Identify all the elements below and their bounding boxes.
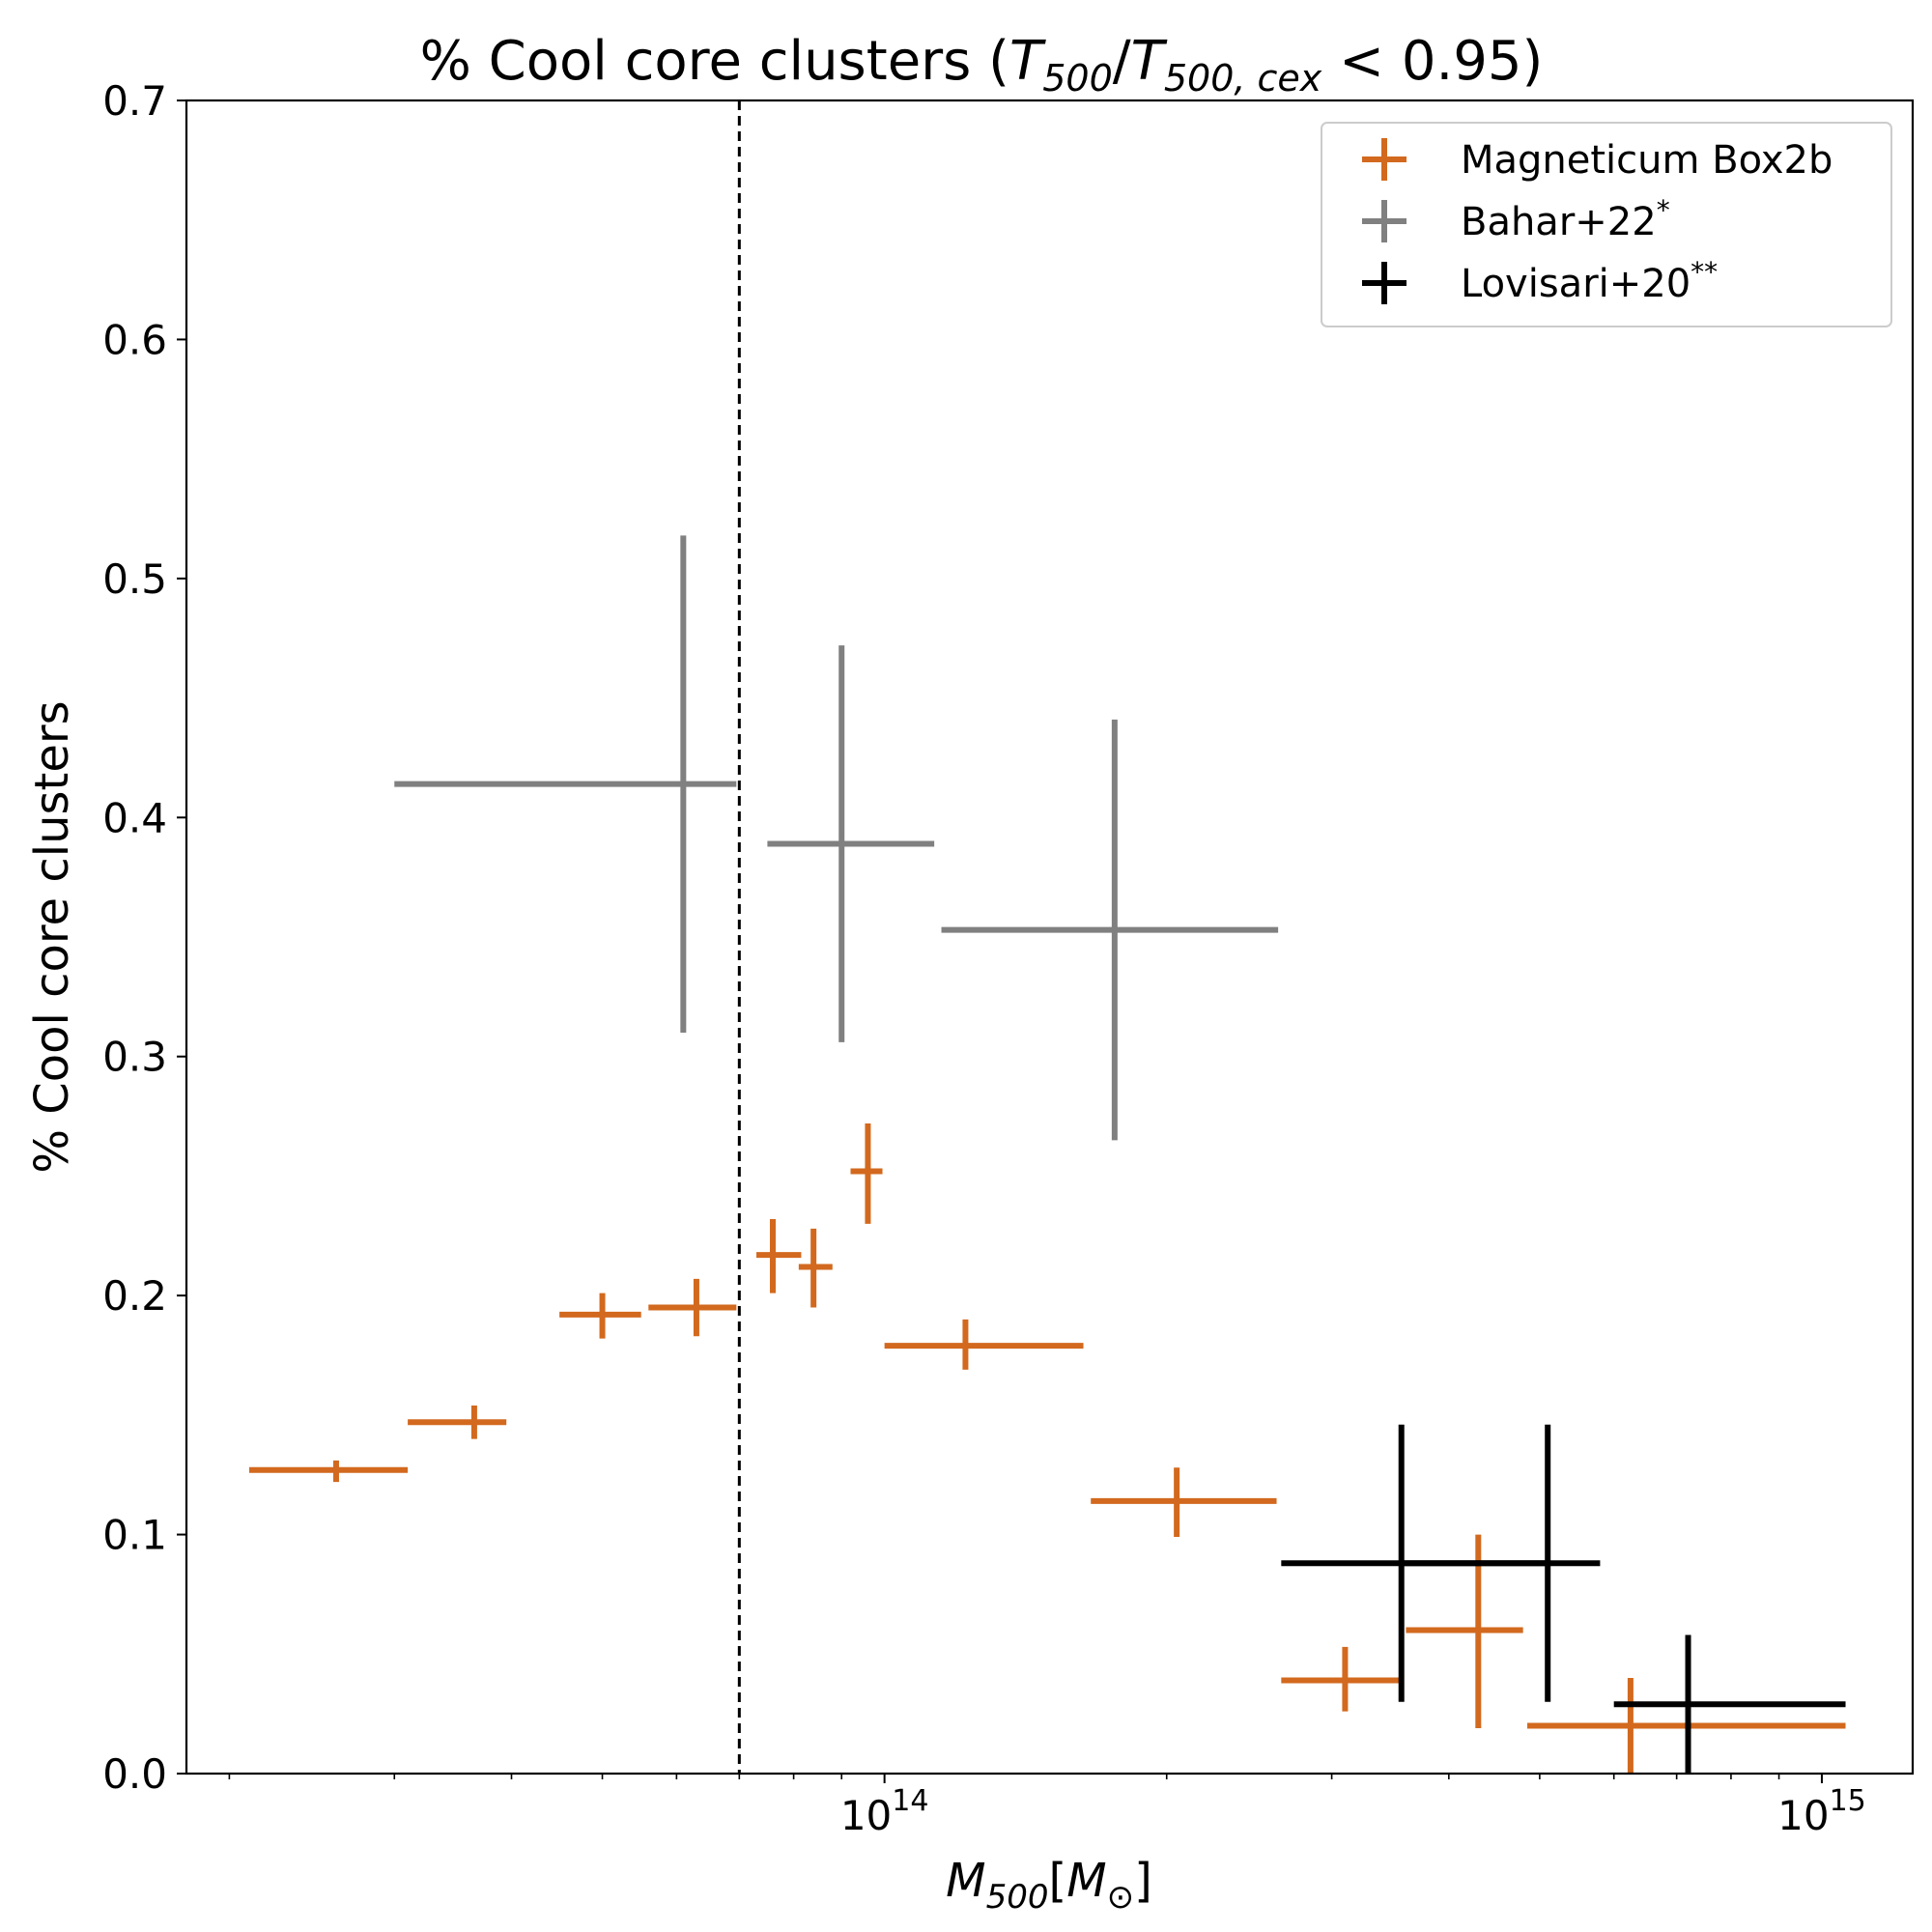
y-tick-label: 0.5	[102, 555, 167, 603]
legend-entry: Lovisari+20**	[1362, 256, 1718, 306]
legend-label: Magneticum Box2b	[1461, 138, 1833, 183]
tick-marks	[177, 99, 1823, 1783]
legend-entry: Bahar+22*	[1362, 194, 1670, 244]
chart-title: % Cool core clusters (T500/T500, cex < 0…	[420, 30, 1544, 99]
data-point	[850, 1122, 883, 1224]
x-tick-label: 1014	[840, 1784, 929, 1839]
series-1	[394, 535, 1279, 1141]
data-point	[884, 1319, 1084, 1370]
legend-label: Lovisari+20**	[1461, 256, 1718, 306]
y-tick-label: 0.1	[102, 1512, 167, 1559]
x-tick-labels: 1014 1015	[840, 1784, 1866, 1839]
x-tick-label: 1015	[1777, 1784, 1866, 1839]
series-0	[248, 1122, 1846, 1774]
legend-entry: Magneticum Box2b	[1362, 138, 1833, 183]
data-point	[1091, 1467, 1277, 1538]
y-tick-label: 0.0	[102, 1750, 167, 1798]
y-tick-label: 0.4	[102, 794, 167, 841]
data-point	[559, 1293, 641, 1339]
data-point	[648, 1278, 737, 1337]
data-point	[767, 645, 935, 1042]
data-point	[1401, 1424, 1601, 1702]
data-point	[248, 1460, 409, 1483]
y-axis-label: % Cool core clusters	[25, 700, 79, 1173]
data-point	[408, 1405, 507, 1439]
series-2	[1281, 1424, 1846, 1774]
y-tick-label: 0.3	[102, 1034, 167, 1081]
data-point	[798, 1228, 833, 1308]
y-tick-label: 0.6	[102, 316, 167, 363]
data-point	[1406, 1534, 1523, 1728]
y-tick-labels: 0.0 0.1 0.2 0.3 0.4 0.5 0.6 0.7	[102, 77, 167, 1798]
x-axis-label: M500[M⊙]	[946, 1854, 1152, 1917]
legend: Magneticum Box2b Bahar+22* Lovisari+20**	[1321, 122, 1892, 327]
data-point	[394, 535, 737, 1033]
data-point	[941, 719, 1279, 1141]
data-point	[756, 1218, 802, 1293]
y-tick-label: 0.2	[102, 1272, 167, 1320]
data-point	[1281, 1646, 1401, 1712]
legend-box	[1321, 122, 1892, 327]
data-point	[1613, 1634, 1846, 1774]
y-tick-label: 0.7	[102, 77, 167, 125]
legend-label: Bahar+22*	[1461, 194, 1670, 244]
data-marks	[248, 535, 1846, 1774]
plot-frame	[185, 99, 1915, 1776]
